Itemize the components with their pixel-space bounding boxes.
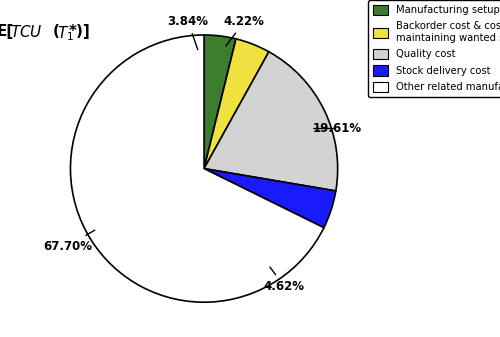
Text: 67.70%: 67.70% (44, 230, 95, 253)
Wedge shape (204, 52, 338, 191)
Wedge shape (204, 35, 236, 168)
Text: E[: E[ (0, 24, 14, 39)
Text: *)]: *)] (69, 24, 91, 39)
Wedge shape (204, 168, 336, 228)
Text: $TCU$: $TCU$ (10, 24, 43, 40)
Text: 19.61%: 19.61% (313, 122, 362, 135)
Text: $T_1$: $T_1$ (57, 24, 74, 43)
Wedge shape (70, 35, 324, 302)
Wedge shape (204, 39, 269, 168)
Legend: Manufacturing setup cost, Backorder cost & cost for
maintaining wanted service l: Manufacturing setup cost, Backorder cost… (368, 0, 500, 97)
Text: 4.62%: 4.62% (264, 267, 304, 293)
Text: 3.84%: 3.84% (168, 15, 208, 50)
Text: (: ( (53, 24, 60, 39)
Text: 4.22%: 4.22% (224, 15, 264, 46)
